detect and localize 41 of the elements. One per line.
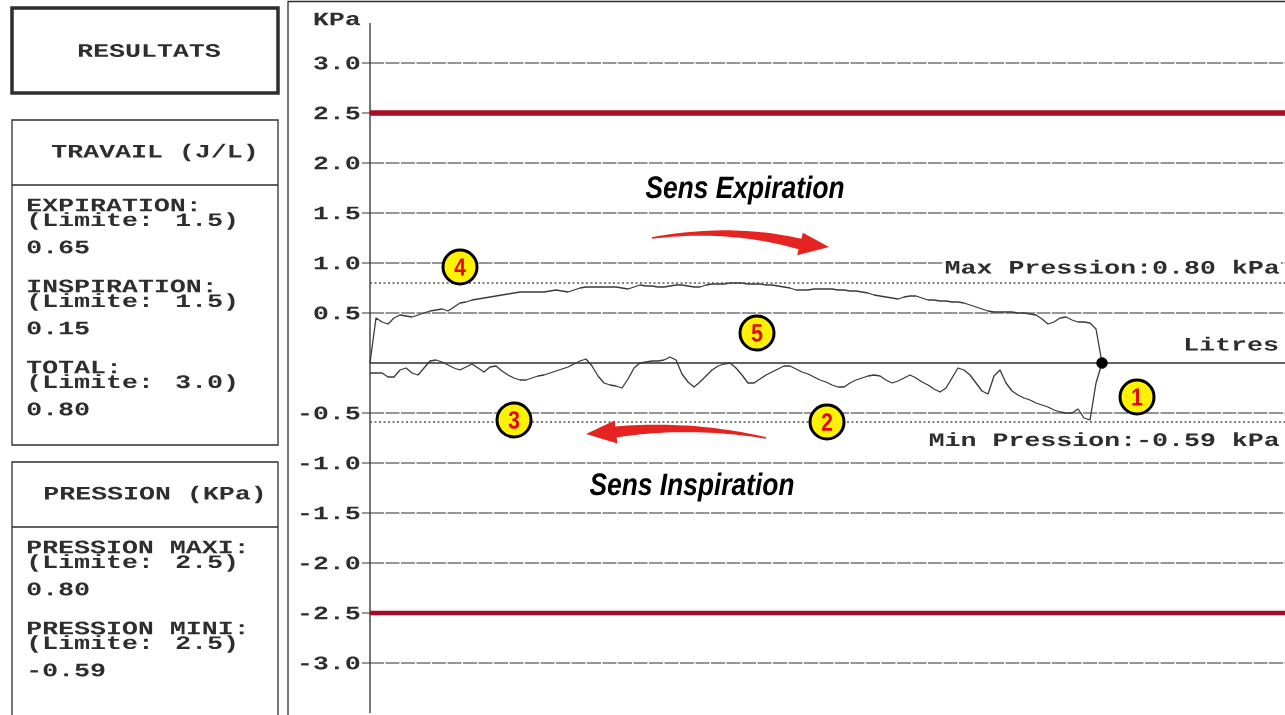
text: (Limite: 1.5) <box>30 212 235 230</box>
text: -0.59 <box>30 663 105 677</box>
text: 0.65 <box>27 240 89 254</box>
ref-line-label: Min Pression:-0.59 kPa <box>929 432 1280 447</box>
y-tick-label: -1.0 <box>301 456 360 470</box>
text: INSPIRATION: <box>28 279 212 293</box>
annotation: 5 <box>751 324 763 342</box>
y-tick-label: 1.5 <box>314 206 360 220</box>
annotation: 4 <box>454 258 466 276</box>
text: TRAVAIL (J/L) <box>52 143 255 162</box>
text: RESULTATS <box>78 44 220 57</box>
y-tick-label: -0.5 <box>301 406 360 420</box>
text: PRESSION MINI: <box>27 621 244 635</box>
text: (Limite: 2.5) <box>30 554 235 572</box>
text: 0.80 <box>27 582 89 596</box>
text: EXPIRATION: <box>27 198 196 212</box>
y-tick-label: 2.5 <box>314 106 360 120</box>
text: PRESSION (KPa) <box>45 485 263 504</box>
y-tick-label: -3.0 <box>301 656 360 670</box>
text: TOTAL: <box>27 360 116 374</box>
ref-line-label: Max Pression:0.80 kPa <box>945 259 1280 274</box>
text: (Limite: 3.0) <box>30 374 235 392</box>
y-tick-label: -2.5 <box>301 606 360 620</box>
annotation: Sens Expiration <box>645 175 844 205</box>
annotation: 3 <box>508 411 520 429</box>
text: PRESSION MAXI: <box>27 540 244 554</box>
x-axis-title: Litres <box>1185 336 1278 351</box>
annotation: Sens Inspiration <box>589 472 794 502</box>
y-tick-label: 0.5 <box>314 306 360 320</box>
text: 0.15 <box>27 321 89 335</box>
text: (Limite: 2.5) <box>30 635 235 653</box>
text: (Limite: 1.5) <box>30 293 235 311</box>
annotation: 2 <box>821 413 833 431</box>
y-tick-label: 3.0 <box>314 56 360 70</box>
y-axis-title: KPa <box>314 12 361 26</box>
y-tick-label: -2.0 <box>301 556 360 570</box>
text: 0.80 <box>27 402 89 416</box>
y-tick-label: 2.0 <box>314 156 360 170</box>
text: 1 <box>1132 388 1143 406</box>
y-tick-label: -1.5 <box>301 506 360 520</box>
y-tick-label: 1.0 <box>314 256 360 270</box>
